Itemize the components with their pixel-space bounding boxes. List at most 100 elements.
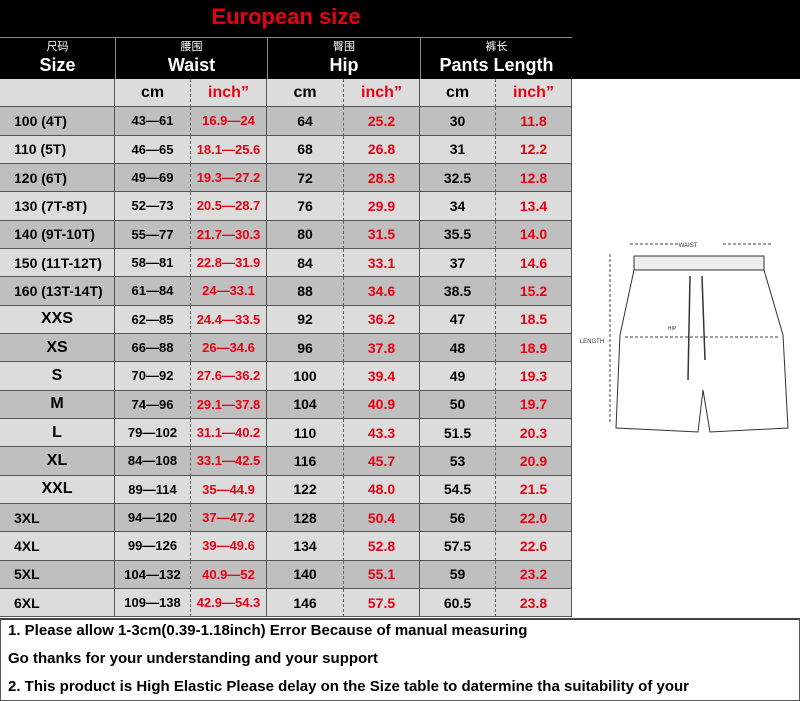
table-row: 150 (11T-12T) 58—81 22.8—31.9 84 33.1 37 14.6 <box>0 248 572 278</box>
value-cell: 14.0 <box>496 220 572 249</box>
value-cell: 21.5 <box>496 475 572 504</box>
units-row: cm inch” cm inch” cm inch” <box>0 79 572 108</box>
value-cell: 51.5 <box>420 418 496 448</box>
value-cell: 22.8—31.9 <box>191 248 267 278</box>
notes-box: 1. Please allow 1-3cm(0.39-1.18inch) Err… <box>0 618 800 701</box>
chart-title: European size <box>211 4 361 29</box>
value-cell: 18.1—25.6 <box>191 135 267 164</box>
shorts-diagram: WAIST HIP LENGTH <box>580 243 789 433</box>
table-row: 3XL 94—120 37—47.2 128 50.4 56 22.0 <box>0 503 572 533</box>
value-cell: 122 <box>267 475 344 504</box>
unit-header: cm <box>420 79 496 108</box>
value-cell: 34.6 <box>344 277 420 306</box>
value-cell: 109—138 <box>115 588 191 618</box>
value-cell: 40.9—52 <box>191 560 267 589</box>
value-cell: 16.9—24 <box>191 107 267 136</box>
value-cell: 84 <box>267 248 344 278</box>
value-cell: 31 <box>420 135 496 164</box>
value-cell: 61—84 <box>115 277 191 306</box>
waist-label: WAIST <box>679 243 698 249</box>
value-cell: 128 <box>267 503 344 533</box>
size-cell: 110 (5T) <box>0 135 115 164</box>
size-cell: 140 (9T-10T) <box>0 220 115 249</box>
value-cell: 50.4 <box>344 503 420 533</box>
value-cell: 49 <box>420 362 496 391</box>
value-cell: 35.5 <box>420 220 496 249</box>
shorts-icon <box>615 255 789 433</box>
value-cell: 29.9 <box>344 192 420 221</box>
value-cell: 104 <box>267 390 344 419</box>
value-cell: 49—69 <box>115 163 191 193</box>
value-cell: 96 <box>267 333 344 363</box>
size-cell: XL <box>0 447 115 476</box>
value-cell: 20.5—28.7 <box>191 192 267 221</box>
value-cell: 79—102 <box>115 418 191 448</box>
size-cell: XS <box>0 333 115 363</box>
value-cell: 31.1—40.2 <box>191 418 267 448</box>
value-cell: 70—92 <box>115 362 191 391</box>
value-cell: 31.5 <box>344 220 420 249</box>
value-cell: 48.0 <box>344 475 420 504</box>
value-cell: 36.2 <box>344 305 420 334</box>
size-cell: 3XL <box>0 503 115 533</box>
unit-header: cm <box>115 79 191 108</box>
value-cell: 66—88 <box>115 333 191 363</box>
value-cell: 25.2 <box>344 107 420 136</box>
value-cell: 57.5 <box>420 532 496 561</box>
note-3: 2. This product is High Elastic Please d… <box>8 678 689 695</box>
value-cell: 12.2 <box>496 135 572 164</box>
waist-arrow <box>609 243 778 424</box>
value-cell: 19.7 <box>496 390 572 419</box>
header-waist: 腰围 Waist <box>115 38 267 79</box>
note-2: Go thanks for your understanding and you… <box>8 650 379 667</box>
size-cell: 160 (13T-14T) <box>0 277 115 306</box>
unit-header <box>0 79 115 108</box>
size-cell: 6XL <box>0 588 115 618</box>
value-cell: 13.4 <box>496 192 572 221</box>
length-label: LENGTH <box>580 339 604 345</box>
value-cell: 53 <box>420 447 496 476</box>
size-cell: 150 (11T-12T) <box>0 248 115 278</box>
value-cell: 59 <box>420 560 496 589</box>
value-cell: 24—33.1 <box>191 277 267 306</box>
unit-header: inch” <box>344 79 420 108</box>
value-cell: 34 <box>420 192 496 221</box>
value-cell: 39.4 <box>344 362 420 391</box>
value-cell: 39—49.6 <box>191 532 267 561</box>
hip-label: HIP <box>668 326 677 332</box>
value-cell: 140 <box>267 560 344 589</box>
value-cell: 11.8 <box>496 107 572 136</box>
header-length: 裤长 Pants Length <box>420 38 572 79</box>
value-cell: 37—47.2 <box>191 503 267 533</box>
table-row: M 74—96 29.1—37.8 104 40.9 50 19.7 <box>0 390 572 419</box>
value-cell: 76 <box>267 192 344 221</box>
value-cell: 116 <box>267 447 344 476</box>
value-cell: 89—114 <box>115 475 191 504</box>
value-cell: 80 <box>267 220 344 249</box>
header-size-en: Size <box>39 55 76 75</box>
size-cell: S <box>0 362 115 391</box>
size-cell: XXS <box>0 305 115 334</box>
value-cell: 72 <box>267 163 344 193</box>
table-row: XXS 62—85 24.4—33.5 92 36.2 47 18.5 <box>0 305 572 334</box>
value-cell: 54.5 <box>420 475 496 504</box>
table-row: 140 (9T-10T) 55—77 21.7—30.3 80 31.5 35.5 14.0 <box>0 220 572 249</box>
value-cell: 14.6 <box>496 248 572 278</box>
table-row: 100 (4T) 43—61 16.9—24 64 25.2 30 11.8 <box>0 107 572 136</box>
table-row: S 70—92 27.6—36.2 100 39.4 49 19.3 <box>0 362 572 391</box>
table-row: 5XL 104—132 40.9—52 140 55.1 59 23.2 <box>0 560 572 589</box>
header-waist-en: Waist <box>167 55 216 75</box>
value-cell: 20.9 <box>496 447 572 476</box>
value-cell: 30 <box>420 107 496 136</box>
header-size: 尺码 Size <box>0 38 115 79</box>
value-cell: 32.5 <box>420 163 496 193</box>
table-row: 110 (5T) 46—65 18.1—25.6 68 26.8 31 12.2 <box>0 135 572 164</box>
value-cell: 45.7 <box>344 447 420 476</box>
value-cell: 24.4—33.5 <box>191 305 267 334</box>
value-cell: 68 <box>267 135 344 164</box>
value-cell: 38.5 <box>420 277 496 306</box>
value-cell: 37 <box>420 248 496 278</box>
header-length-zh: 裤长 <box>485 41 508 53</box>
value-cell: 28.3 <box>344 163 420 193</box>
value-cell: 42.9—54.3 <box>191 588 267 618</box>
